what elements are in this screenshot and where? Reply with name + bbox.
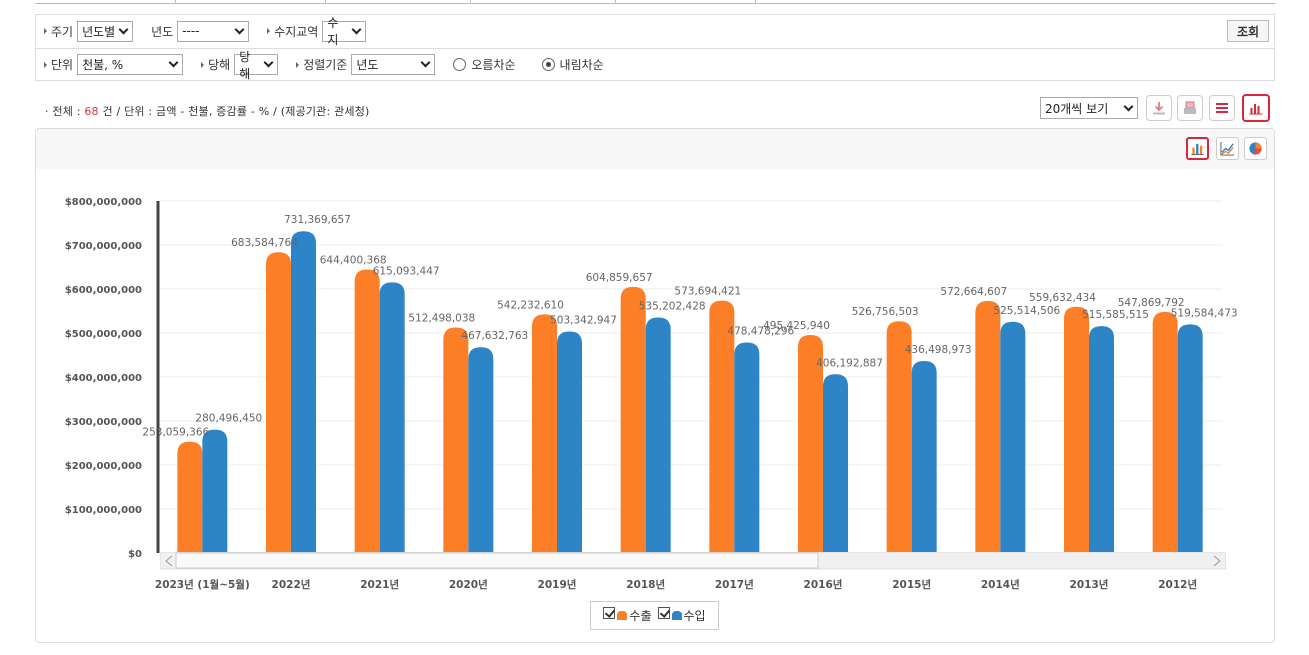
import-swatch bbox=[671, 611, 682, 620]
result-summary: · 전체 : 68 건 / 단위 : 금액 - 천불, 증감률 - % / (제… bbox=[45, 103, 370, 119]
sort-key-label: 정렬기준 bbox=[303, 58, 348, 72]
chart-scrollbar[interactable] bbox=[160, 552, 1226, 570]
legend-label-import: 수입 bbox=[683, 609, 706, 623]
bullet-icon bbox=[267, 28, 271, 34]
bullet-icon bbox=[296, 61, 300, 68]
chart-view-button[interactable] bbox=[1242, 94, 1270, 122]
chevron-down-icon bbox=[420, 57, 431, 68]
sort-key-field: 정렬기준 년도 bbox=[296, 54, 436, 75]
pie-chart-button[interactable] bbox=[1244, 137, 1267, 160]
filter-row-2: 단위 천불, % 당해 당해 정렬기준 년도 오름차순 내림차순 bbox=[35, 48, 1275, 81]
top-tab-line bbox=[35, 0, 1275, 4]
year-field: 년도 ---- bbox=[151, 20, 250, 42]
pie-chart-icon bbox=[1249, 142, 1262, 155]
filter-row-1: 주기 년도별 년도 ---- 수지교역 수지 조회 bbox=[35, 14, 1275, 47]
chart-view-icon bbox=[1249, 104, 1263, 115]
tab-divider bbox=[175, 0, 176, 4]
list-view-button[interactable] bbox=[1209, 95, 1235, 121]
current-field: 당해 당해 bbox=[201, 50, 279, 81]
line-chart-icon bbox=[1220, 141, 1235, 156]
unit-select[interactable]: 천불, % bbox=[77, 54, 184, 75]
legend-item-export[interactable]: 수출 bbox=[603, 606, 652, 624]
unit-label: 단위 bbox=[51, 58, 74, 72]
page-size-value: 20개씩 보기 bbox=[1045, 101, 1109, 116]
line-chart-button[interactable] bbox=[1216, 137, 1239, 160]
unit-field: 단위 천불, % bbox=[44, 54, 184, 75]
tab-divider bbox=[470, 0, 471, 4]
current-value: 당해 bbox=[239, 49, 251, 81]
tab-divider bbox=[615, 0, 616, 4]
tab-divider bbox=[325, 0, 326, 4]
chart-legend: 수출 수입 bbox=[590, 601, 719, 630]
current-select[interactable]: 당해 bbox=[234, 50, 279, 81]
bar-chart-icon bbox=[1191, 143, 1204, 156]
result-count: 68 bbox=[84, 105, 99, 118]
search-button[interactable]: 조회 bbox=[1227, 20, 1269, 42]
print-icon bbox=[1184, 101, 1196, 114]
sort-key-select[interactable]: 년도 bbox=[351, 54, 436, 75]
trade-type-label: 수지교역 bbox=[274, 24, 319, 39]
list-view-icon bbox=[1216, 103, 1228, 113]
chevron-down-icon bbox=[1123, 101, 1134, 111]
period-label: 주기 bbox=[51, 24, 74, 39]
download-icon bbox=[1153, 102, 1165, 115]
trade-type-value: 수지 bbox=[327, 16, 339, 47]
legend-item-import[interactable]: 수입 bbox=[657, 606, 706, 624]
chevron-down-icon bbox=[263, 57, 274, 68]
year-label: 년도 bbox=[151, 24, 174, 39]
summary-prefix: · 전체 : bbox=[45, 105, 85, 118]
trade-type-select[interactable]: 수지 bbox=[322, 16, 367, 47]
print-button[interactable] bbox=[1177, 95, 1203, 121]
download-button[interactable] bbox=[1146, 95, 1172, 121]
summary-suffix: 건 / 단위 : 금액 - 천불, 증감률 - % / (제공기관: 관세청) bbox=[98, 105, 370, 118]
scroll-right-icon[interactable] bbox=[1213, 555, 1221, 567]
bullet-icon bbox=[44, 61, 47, 68]
tab-divider bbox=[755, 0, 756, 4]
bar-chart-button[interactable] bbox=[1186, 137, 1209, 160]
period-select[interactable]: 년도별 bbox=[77, 20, 134, 42]
sort-key-value: 년도 bbox=[356, 58, 379, 72]
bullet-icon bbox=[201, 61, 205, 68]
sort-desc-label: 내림차순 bbox=[559, 58, 604, 72]
radio-asc-icon bbox=[453, 58, 467, 71]
legend-label-export: 수출 bbox=[629, 609, 652, 623]
year-value: ---- bbox=[182, 24, 200, 38]
export-swatch bbox=[617, 611, 628, 620]
scrollbar-thumb[interactable] bbox=[175, 552, 819, 569]
unit-value: 천불, % bbox=[82, 58, 124, 72]
sort-asc-label: 오름차순 bbox=[471, 58, 516, 72]
chevron-down-icon bbox=[351, 24, 362, 34]
period-field: 주기 년도별 bbox=[44, 20, 134, 42]
bullet-icon bbox=[44, 28, 47, 34]
checkbox-icon[interactable] bbox=[657, 606, 670, 619]
year-select[interactable]: ---- bbox=[177, 20, 250, 42]
chart-panel-header bbox=[36, 129, 1274, 169]
sort-desc-radio[interactable]: 내림차순 bbox=[541, 56, 604, 73]
radio-desc-icon bbox=[541, 58, 555, 71]
period-value: 년도별 bbox=[82, 24, 116, 39]
current-label: 당해 bbox=[208, 58, 231, 72]
checkbox-icon[interactable] bbox=[603, 606, 616, 619]
sort-asc-radio[interactable]: 오름차순 bbox=[453, 56, 516, 73]
page-size-select[interactable]: 20개씩 보기 bbox=[1040, 97, 1138, 119]
scroll-left-icon[interactable] bbox=[165, 555, 173, 567]
trade-type-field: 수지교역 수지 bbox=[267, 16, 367, 47]
chevron-down-icon bbox=[234, 24, 245, 34]
chevron-down-icon bbox=[168, 57, 179, 68]
chevron-down-icon bbox=[118, 24, 129, 34]
